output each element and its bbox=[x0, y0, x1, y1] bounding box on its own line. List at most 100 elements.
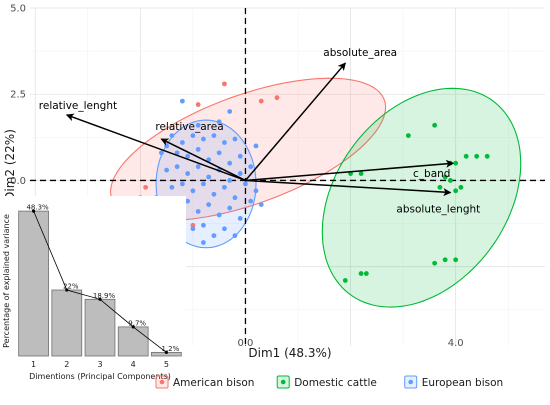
point-european-bison bbox=[174, 164, 180, 170]
x-tick-label: 4.0 bbox=[448, 338, 464, 349]
point-european-bison bbox=[243, 181, 248, 187]
point-domestic-cattle bbox=[432, 122, 438, 128]
point-european-bison bbox=[237, 215, 243, 221]
arrow-absolute-lenght bbox=[245, 179, 452, 197]
arrow-relative-area bbox=[160, 138, 246, 182]
scree-line-point bbox=[131, 325, 135, 329]
point-domestic-cattle bbox=[453, 188, 459, 194]
point-european-bison bbox=[169, 184, 175, 190]
x-axis-title: Dim1 (48.3%) bbox=[248, 346, 331, 360]
point-european-bison bbox=[185, 153, 191, 159]
point-european-bison bbox=[232, 195, 238, 201]
point-european-bison bbox=[206, 202, 212, 207]
ellipse-domestic-cattle bbox=[321, 87, 522, 308]
point-european-bison bbox=[190, 188, 196, 194]
point-european-bison bbox=[227, 109, 233, 114]
point-domestic-cattle bbox=[453, 257, 459, 263]
point-european-bison bbox=[237, 153, 243, 159]
point-european-bison bbox=[227, 178, 233, 183]
scree-line-point bbox=[65, 288, 69, 292]
point-domestic-cattle bbox=[463, 153, 469, 159]
scree-value-label: 18.9% bbox=[93, 292, 116, 300]
label-relative-lenght: relative_lenght bbox=[39, 100, 117, 112]
arrow-relative-lenght bbox=[65, 113, 246, 182]
point-domestic-cattle bbox=[437, 184, 443, 190]
label-c-band: c_band bbox=[413, 168, 450, 180]
point-american-bison bbox=[274, 95, 280, 101]
point-european-bison bbox=[201, 181, 206, 187]
point-domestic-cattle bbox=[342, 278, 348, 283]
y-tick-label: 0.0 bbox=[10, 176, 26, 187]
scree-y-axis-title: Percentage of explained variance bbox=[2, 214, 11, 348]
point-european-bison bbox=[201, 240, 206, 245]
point-european-bison bbox=[195, 147, 201, 152]
scree-line-point bbox=[98, 297, 102, 301]
point-european-bison bbox=[232, 136, 238, 142]
legend-item-european-bison: European bison bbox=[404, 375, 503, 389]
legend-marker bbox=[408, 379, 414, 385]
point-european-bison bbox=[227, 205, 233, 211]
scree-category-label: 5 bbox=[164, 360, 169, 369]
scree-category-label: 4 bbox=[131, 360, 136, 369]
point-european-bison bbox=[195, 164, 201, 170]
point-american-bison bbox=[195, 102, 201, 107]
arrow-c-band bbox=[245, 159, 455, 182]
point-domestic-cattle bbox=[432, 260, 438, 266]
point-european-bison bbox=[190, 133, 196, 139]
point-european-bison bbox=[222, 140, 227, 145]
point-american-bison bbox=[222, 81, 227, 87]
point-american-bison bbox=[143, 184, 149, 190]
legend-label: Domestic cattle bbox=[294, 377, 377, 389]
point-domestic-cattle bbox=[442, 174, 448, 180]
point-european-bison bbox=[248, 198, 254, 204]
point-american-bison bbox=[190, 222, 196, 228]
point-european-bison bbox=[237, 171, 243, 176]
point-european-bison bbox=[211, 191, 217, 197]
point-domestic-cattle bbox=[405, 133, 411, 139]
point-european-bison bbox=[227, 160, 233, 166]
scree-value-label: 1.2% bbox=[162, 345, 180, 353]
point-european-bison bbox=[195, 122, 201, 128]
scree-category-label: 3 bbox=[97, 360, 102, 369]
point-european-bison bbox=[211, 133, 217, 139]
point-domestic-cattle bbox=[458, 184, 464, 190]
scree-category-label: 2 bbox=[64, 360, 69, 369]
y-tick-label: 5.0 bbox=[10, 4, 26, 15]
point-european-bison bbox=[195, 209, 201, 214]
series-european-bison bbox=[153, 98, 264, 245]
point-european-bison bbox=[248, 164, 254, 170]
point-european-bison bbox=[216, 212, 222, 218]
legend-marker bbox=[159, 379, 165, 385]
point-domestic-cattle bbox=[442, 257, 448, 263]
point-domestic-cattle bbox=[448, 178, 453, 183]
point-european-bison bbox=[179, 181, 185, 187]
tick-labels: 0.0 4.0 0.0 2.5 5.0 bbox=[10, 4, 464, 350]
point-domestic-cattle bbox=[358, 171, 364, 176]
point-european-bison bbox=[201, 222, 206, 228]
point-european-bison bbox=[222, 226, 227, 232]
point-european-bison bbox=[201, 136, 206, 142]
point-domestic-cattle bbox=[453, 160, 459, 166]
point-european-bison bbox=[179, 140, 185, 145]
legend-label: European bison bbox=[422, 377, 503, 389]
label-absolute-lenght: absolute_lenght bbox=[396, 204, 480, 216]
point-european-bison bbox=[158, 150, 164, 156]
scree-value-label: 22% bbox=[63, 283, 79, 291]
point-american-bison bbox=[258, 98, 264, 104]
point-domestic-cattle bbox=[484, 153, 490, 159]
scree-bar-3 bbox=[84, 298, 116, 357]
point-european-bison bbox=[190, 226, 196, 232]
confidence-ellipses bbox=[110, 77, 522, 308]
point-european-bison bbox=[169, 133, 175, 139]
label-absolute-area: absolute_area bbox=[323, 47, 397, 59]
point-european-bison bbox=[185, 198, 191, 204]
point-european-bison bbox=[185, 171, 191, 176]
label-relative-area: relative_area bbox=[155, 121, 223, 133]
legend-item-domestic-cattle: Domestic cattle bbox=[276, 375, 377, 389]
point-european-bison bbox=[222, 184, 227, 190]
scree-value-label: 48.3% bbox=[26, 204, 49, 212]
y-axis-title: Dim2 (22%) bbox=[3, 129, 17, 201]
point-european-bison bbox=[253, 143, 259, 149]
